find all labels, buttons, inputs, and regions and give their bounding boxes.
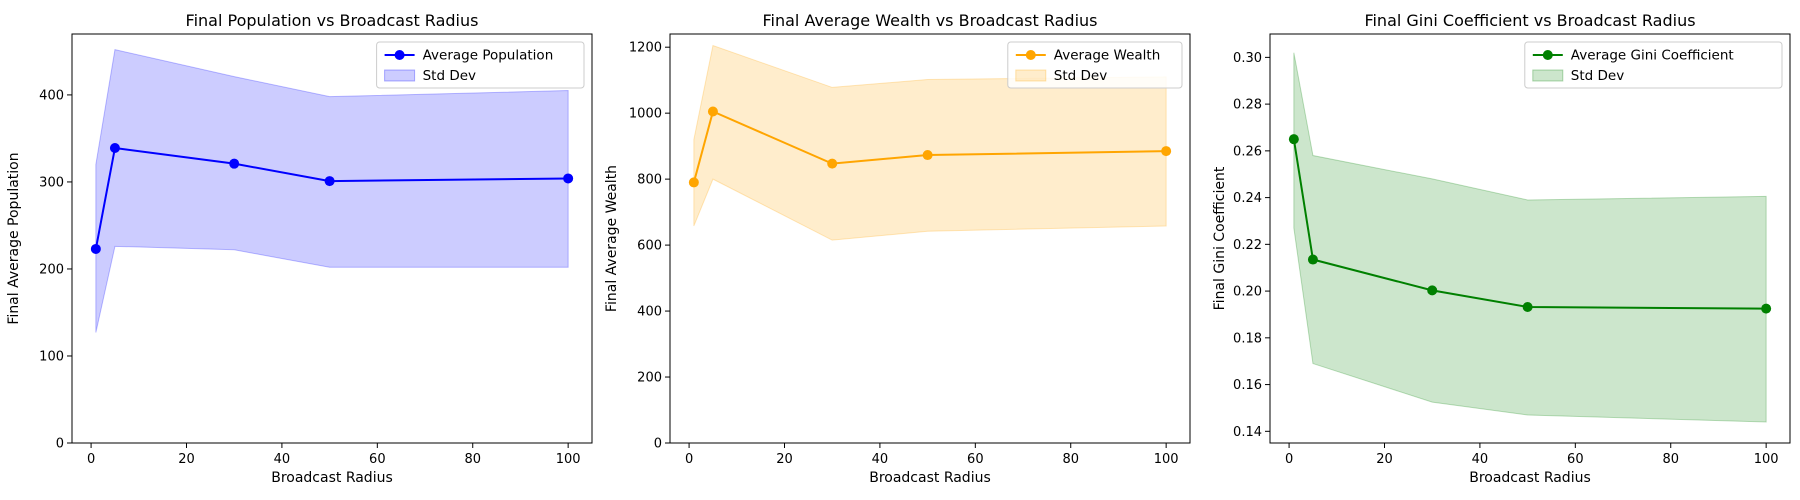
std-dev-band	[693, 44, 1167, 241]
x-tick-label: 40	[872, 452, 889, 467]
legend-box	[1524, 41, 1783, 89]
y-tick-label: 0.14	[1233, 425, 1262, 440]
y-tick-label: 400	[39, 88, 64, 103]
x-tick-label: 20	[776, 452, 793, 467]
axes-frame	[71, 33, 593, 444]
x-tick-label: 60	[1567, 452, 1584, 467]
legend: Average Population Std Dev	[376, 41, 585, 89]
legend: Average Gini Coefficient Std Dev	[1524, 41, 1783, 89]
std-dev-band	[1293, 52, 1767, 423]
y-tick-label: 300	[39, 175, 64, 190]
legend-marker-swatch	[394, 50, 405, 60]
x-axis-label: Broadcast Radius	[271, 470, 393, 486]
x-tick-label: 60	[967, 452, 984, 467]
legend-band-swatch	[1015, 69, 1047, 82]
legend-band-swatch	[1532, 69, 1564, 82]
legend-series-label: Average Wealth	[1054, 48, 1160, 64]
x-tick-label: 0	[1285, 452, 1293, 467]
y-tick-label: 200	[39, 262, 64, 277]
chart-panel-3: 0 20 40 60 80 100 0.14 0.16 0.18 0.20 0.22 0.24 0.26…	[1212, 11, 1791, 486]
y-tick-label: 0	[654, 437, 662, 452]
legend-band-swatch	[384, 69, 416, 82]
y-tick-label: 0.28	[1233, 98, 1262, 113]
x-tick-label: 40	[1472, 452, 1489, 467]
y-axis-label: Final Average Population	[6, 152, 22, 324]
x-tick-label: 80	[464, 452, 481, 467]
y-tick-label: 800	[637, 173, 662, 188]
x-axis-label: Broadcast Radius	[869, 470, 991, 486]
data-point	[688, 177, 699, 188]
legend-band-label: Std Dev	[1571, 68, 1624, 84]
y-tick-label: 0.18	[1233, 331, 1262, 346]
y-tick-label: 0	[56, 437, 64, 452]
data-point	[1307, 254, 1318, 265]
legend-box	[1007, 41, 1183, 89]
x-tick-label: 100	[1754, 452, 1779, 467]
legend: Average Wealth Std Dev	[1007, 41, 1183, 89]
y-tick-label: 0.22	[1233, 238, 1262, 253]
data-point	[707, 106, 718, 117]
data-point	[1161, 146, 1172, 157]
chart-title: Final Gini Coefficient vs Broadcast Radi…	[1364, 11, 1695, 30]
chart-title: Final Population vs Broadcast Radius	[186, 11, 479, 30]
y-tick-label: 400	[637, 305, 662, 320]
chart-title: Final Average Wealth vs Broadcast Radius	[762, 11, 1097, 30]
chart-panel-1: 0 20 40 60 80 100 0 100 200 300 400 Final Populatio…	[6, 11, 593, 486]
legend-band-label: Std Dev	[423, 68, 476, 84]
y-tick-label: 0.24	[1233, 191, 1262, 206]
y-tick-label: 1000	[629, 107, 662, 122]
y-axis-label: Final Average Wealth	[604, 165, 620, 312]
y-tick-label: 1200	[629, 41, 662, 56]
legend-series-label: Average Gini Coefficient	[1571, 48, 1734, 64]
y-axis-label: Final Gini Coefficient	[1212, 166, 1228, 310]
data-point	[827, 158, 838, 169]
data-point	[229, 158, 240, 169]
axes-frame	[1269, 33, 1791, 444]
data-point	[1427, 285, 1438, 296]
x-tick-label: 20	[178, 452, 195, 467]
y-tick-label: 0.26	[1233, 144, 1262, 159]
x-tick-label: 80	[1662, 452, 1679, 467]
y-tick-label: 200	[637, 371, 662, 386]
y-tick-label: 100	[39, 349, 64, 364]
data-point	[1288, 134, 1299, 145]
y-tick-label: 600	[637, 239, 662, 254]
x-tick-label: 80	[1062, 452, 1079, 467]
x-tick-label: 40	[274, 452, 291, 467]
y-tick-label: 0.30	[1233, 51, 1262, 66]
x-tick-label: 0	[685, 452, 693, 467]
data-point	[109, 142, 120, 153]
x-tick-label: 0	[87, 452, 95, 467]
x-tick-label: 20	[1376, 452, 1393, 467]
data-point	[563, 173, 574, 184]
data-point	[922, 150, 933, 161]
y-tick-label: 0.16	[1233, 378, 1262, 393]
legend-box	[376, 41, 585, 89]
legend-marker-swatch	[1542, 50, 1553, 60]
data-point	[1761, 303, 1772, 314]
data-point	[324, 176, 335, 187]
y-tick-label: 0.20	[1233, 285, 1262, 300]
x-tick-label: 100	[1154, 452, 1179, 467]
data-point	[90, 243, 101, 254]
legend-series-label: Average Population	[423, 48, 554, 64]
legend-band-label: Std Dev	[1054, 68, 1107, 84]
x-axis-label: Broadcast Radius	[1469, 470, 1591, 486]
std-dev-band	[95, 49, 569, 333]
data-point	[1522, 301, 1533, 312]
legend-marker-swatch	[1025, 50, 1036, 60]
x-tick-label: 100	[556, 452, 581, 467]
axes-frame	[669, 33, 1191, 444]
x-tick-label: 60	[369, 452, 386, 467]
